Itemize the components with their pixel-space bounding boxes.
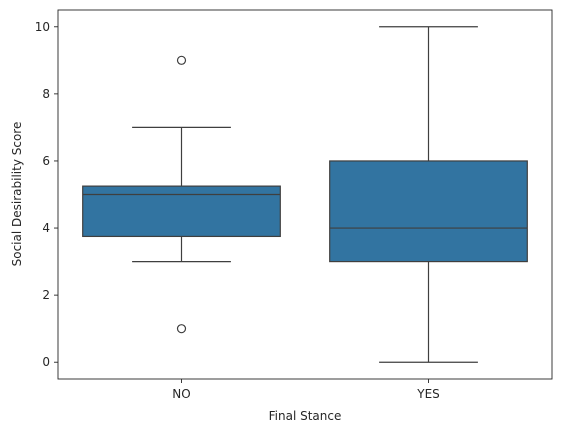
box-yes (329, 26, 528, 363)
y-axis-label: Social Desirability Score (10, 122, 24, 267)
x-axis-label: Final Stance (269, 409, 342, 423)
outlier-point (176, 324, 187, 334)
box-no (82, 55, 281, 334)
iqr-box (82, 185, 281, 238)
y-tick-label: 0 (42, 355, 50, 369)
y-tick-label: 8 (42, 87, 50, 101)
x-tick-label: YES (416, 387, 440, 401)
y-tick-label: 10 (35, 20, 50, 34)
outlier-point (176, 55, 187, 65)
x-tick-label: NO (172, 387, 190, 401)
boxes-group (82, 26, 528, 363)
y-tick-label: 6 (42, 154, 50, 168)
y-tick-label: 2 (42, 288, 50, 302)
axes-group: 0 2 4 6 8 10 NO YES (35, 9, 553, 401)
iqr-box (329, 160, 528, 263)
plot-frame (57, 9, 553, 380)
y-tick-label: 4 (42, 221, 50, 235)
